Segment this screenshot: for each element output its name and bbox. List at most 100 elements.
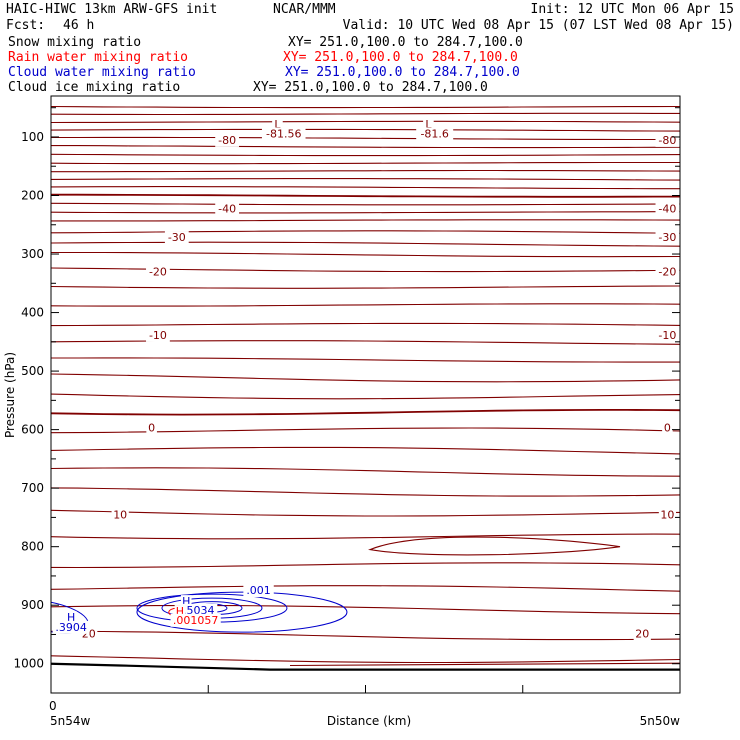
y-tick-label: 700 — [21, 481, 44, 495]
temperature-label: -40 — [658, 202, 676, 215]
temperature-isoline — [51, 219, 681, 222]
low-value-bg — [261, 127, 306, 141]
y-tick-label: 400 — [21, 306, 44, 320]
cloud-water-label: .001 — [246, 584, 271, 597]
temperature-isoline — [50, 373, 681, 383]
valid-time: Valid: 10 UTC Wed 08 Apr 15 (07 LST Wed … — [342, 18, 734, 33]
temperature-isoline — [50, 267, 681, 273]
contour-labels: -80-80-40-40-30-30-20-20-10-100010102020… — [52, 118, 680, 641]
low-marker-bg — [272, 118, 283, 132]
field-snow-xy: XY= 251.0,100.0 to 284.7,100.0 — [288, 35, 523, 50]
cloud-water-label: H — [67, 611, 75, 624]
temperature-isoline — [50, 467, 681, 477]
field-rain-name: Rain water mixing ratio — [8, 50, 189, 65]
temperature-isoline — [50, 533, 681, 540]
low-value-bg — [416, 127, 454, 141]
temperature-isoline — [51, 169, 681, 173]
fcst-value: 46 h — [63, 18, 95, 33]
temperature-isoline — [51, 251, 681, 258]
y-axis-label: Pressure (hPa) — [3, 352, 17, 438]
field-cloudice-name: Cloud ice mixing ratio — [8, 80, 181, 95]
y-tick-label: 1000 — [13, 657, 44, 671]
temperature-isoline — [51, 193, 680, 198]
lower-contour — [289, 662, 681, 667]
cloud-water-label-bg — [180, 595, 192, 609]
temperature-isoline — [50, 161, 680, 165]
temperature-label: -40 — [218, 202, 236, 215]
temperature-label: -80 — [658, 134, 676, 147]
cloud-water-label: H — [182, 595, 190, 608]
temperature-label-bg — [215, 133, 240, 147]
field-cloudwater-name: Cloud water mixing ratio — [8, 65, 196, 80]
temperature-label-bg — [215, 202, 240, 216]
rain-water-label-bg — [170, 613, 221, 627]
temperature-contours — [50, 105, 681, 664]
low-marker-bg — [423, 118, 434, 132]
temperature-isoline — [50, 340, 681, 345]
x-zero-tick-label: 0 — [49, 699, 57, 713]
temperature-isoline — [50, 202, 681, 206]
temperature-label-bg — [662, 421, 673, 435]
temperature-isoline — [50, 303, 681, 307]
temperature-isoline — [50, 393, 681, 400]
y-tick-label: 900 — [21, 598, 44, 612]
field-cloudice-xy: XY= 251.0,100.0 to 284.7,100.0 — [253, 80, 488, 95]
y-tick-label: 300 — [21, 247, 44, 261]
temperature-label: 20 — [635, 627, 649, 640]
temperature-isoline — [50, 128, 681, 132]
temperature-isoline — [50, 409, 681, 416]
field-rain-xy: XY= 251.0,100.0 to 284.7,100.0 — [283, 50, 518, 65]
cloud-water-label: .3904 — [55, 621, 87, 634]
temperature-label: -10 — [149, 329, 167, 342]
temperature-isoline — [50, 427, 681, 434]
temperature-isoline — [50, 241, 681, 247]
rain-water-label-bg — [174, 605, 186, 619]
temperature-label-bg — [146, 328, 170, 342]
cloud-water-label: .5034 — [183, 604, 215, 617]
closed-temperature-contour — [368, 536, 621, 556]
temperature-isoline — [50, 322, 681, 327]
temperature-label: 10 — [660, 508, 674, 521]
field-snow-name: Snow mixing ratio — [8, 35, 142, 50]
temperature-label-bg — [164, 231, 189, 245]
cloud-water-label-bg — [52, 620, 90, 634]
low-value: -81.56 — [266, 127, 301, 140]
temperature-isoline — [50, 562, 681, 569]
temperature-label: -80 — [218, 134, 236, 147]
rain-water-label: H — [176, 605, 184, 618]
temperature-label-bg — [655, 265, 680, 279]
temperature-label: -10 — [658, 329, 676, 342]
cloud-water-contour — [136, 591, 348, 633]
temperature-label-bg — [655, 328, 680, 342]
temperature-label-bg — [146, 421, 157, 435]
temperature-isoline — [50, 112, 680, 116]
temperature-isoline — [50, 120, 681, 124]
temperature-isoline — [50, 186, 680, 190]
x-right-label: 5n50w — [640, 714, 681, 728]
temperature-label: -20 — [149, 266, 167, 279]
org-label: NCAR/MMM — [273, 2, 336, 17]
temperature-label: 0 — [664, 421, 671, 434]
temperature-isoline — [50, 655, 681, 664]
y-tick-label: 600 — [21, 423, 44, 437]
x-axis-label: Distance (km) — [327, 714, 411, 728]
temperature-isoline — [50, 630, 681, 641]
low-marker: L — [425, 118, 432, 131]
temperature-isoline — [50, 153, 681, 157]
temperature-isoline — [50, 105, 681, 109]
field-cloudwater-xy: XY= 251.0,100.0 to 284.7,100.0 — [285, 65, 520, 80]
temperature-isoline — [50, 509, 681, 517]
temperature-label-bg — [633, 627, 651, 641]
temperature-isoline — [50, 230, 681, 234]
temperature-label-bg — [655, 202, 680, 216]
model-title: HAIC-HIWC 13km ARW-GFS init — [6, 2, 218, 17]
temperature-label-bg — [658, 508, 677, 522]
temperature-isoline — [50, 211, 680, 214]
temperature-label: -20 — [658, 266, 676, 279]
fcst-label: Fcst: — [6, 18, 46, 33]
temperature-isoline — [50, 487, 681, 497]
surface-pressure-line — [50, 662, 680, 671]
temperature-isoline — [50, 446, 681, 455]
